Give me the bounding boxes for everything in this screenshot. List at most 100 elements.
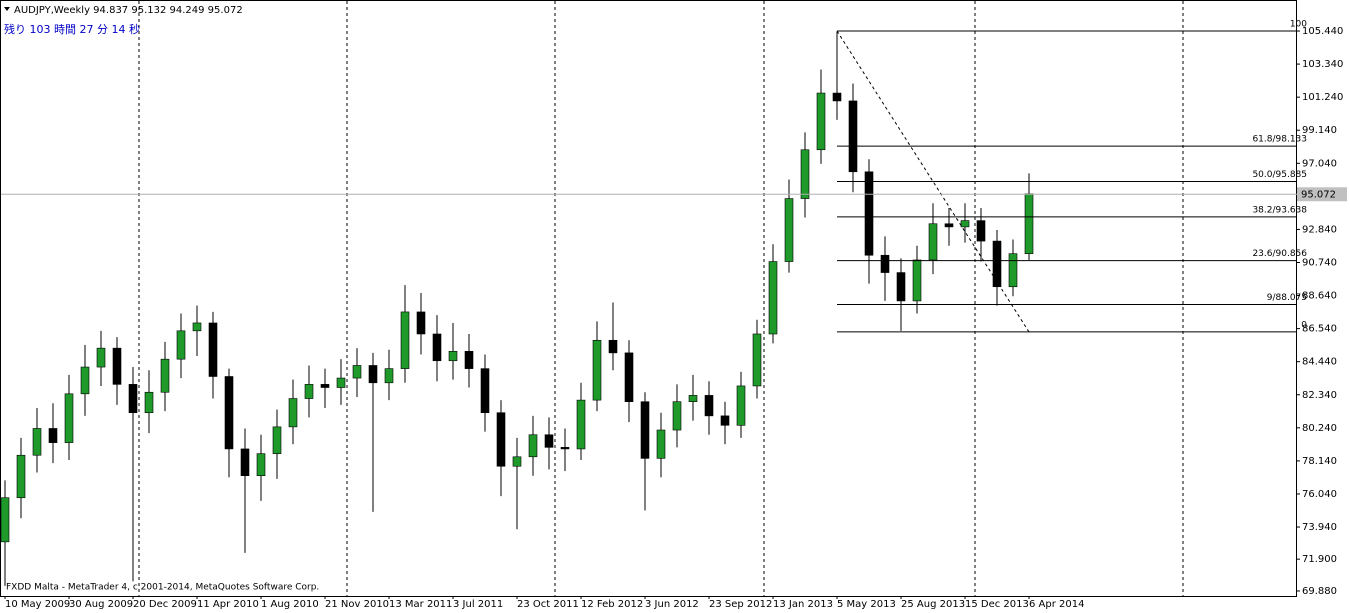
candle-body <box>512 456 522 467</box>
y-tick-label: 84.440 <box>1302 357 1337 368</box>
fibo-label: 50.0/95.885 <box>1252 170 1307 180</box>
x-tick-label: 10 May 2009 <box>5 599 70 610</box>
candle-body <box>960 220 970 228</box>
current-price-label: 95.072 <box>1301 189 1336 200</box>
x-tick-label: 12 Feb 2012 <box>581 599 643 610</box>
x-tick-label: 13 Mar 2011 <box>389 599 452 610</box>
chart-title: AUDJPY,Weekly 94.837 95.132 94.249 95.07… <box>14 5 243 16</box>
y-tick-label: 99.140 <box>1302 125 1337 136</box>
candle-body <box>752 333 762 387</box>
candle-body <box>832 92 842 102</box>
candle-body <box>64 393 74 443</box>
candle-body <box>880 254 890 273</box>
candle-body <box>816 92 826 151</box>
x-tick-label: 3 Jun 2012 <box>645 599 699 610</box>
candle-body <box>80 366 90 395</box>
x-tick-label: 23 Oct 2011 <box>517 599 579 610</box>
fibo-label: 9/88.075 <box>1267 293 1307 303</box>
candle-body <box>944 223 954 228</box>
x-tick-label: 21 Nov 2010 <box>325 599 389 610</box>
candle-body <box>720 415 730 426</box>
candle-body <box>400 311 410 369</box>
candle-body <box>464 351 474 369</box>
y-tick-label: 76.040 <box>1302 489 1337 500</box>
candle-body <box>416 311 426 335</box>
fibo-label: 23.6/90.856 <box>1252 249 1307 259</box>
footer: FXDD Malta - MetaTrader 4, c 2001-2014, … <box>6 583 319 593</box>
candle-body <box>1024 193 1034 254</box>
candle-body <box>992 240 1002 288</box>
candle-body <box>736 385 746 426</box>
candle-body <box>704 395 714 417</box>
x-tick-label: 5 May 2013 <box>837 599 896 610</box>
candle-body <box>976 220 986 242</box>
plot-frame <box>0 0 1297 597</box>
candle-body <box>384 368 394 384</box>
candle-body <box>864 171 874 256</box>
timer: 残り 103 時間 27 分 14 秒 <box>4 22 140 36</box>
y-tick-label: 101.240 <box>1302 92 1343 103</box>
y-tick-label: 90.740 <box>1302 257 1337 268</box>
candle-body <box>592 339 602 401</box>
y-tick-label: 71.900 <box>1302 554 1337 565</box>
x-tick-label: 25 Aug 2013 <box>901 599 965 610</box>
candle-body <box>192 322 202 332</box>
y-tick-label: 73.940 <box>1302 522 1337 533</box>
y-tick-label: 82.340 <box>1302 390 1337 401</box>
candle-body <box>608 339 618 354</box>
candle-body <box>928 223 938 261</box>
candle-body <box>336 377 346 388</box>
candle-body <box>656 429 666 459</box>
x-tick-label: 3 Jul 2011 <box>453 599 503 610</box>
y-tick-label: 80.240 <box>1302 423 1337 434</box>
candle-body <box>576 399 586 450</box>
menu-triangle[interactable] <box>4 7 10 11</box>
candle-body <box>784 198 794 262</box>
candle-body <box>688 395 698 402</box>
candle-body <box>224 376 234 450</box>
x-tick-label: 23 Sep 2012 <box>709 599 772 610</box>
x-tick-label: 6 Apr 2014 <box>1029 599 1084 610</box>
candle-body <box>560 447 570 450</box>
candle-body <box>896 272 906 302</box>
x-tick-label: 11 Apr 2010 <box>197 599 259 610</box>
y-tick-label: 105.440 <box>1302 26 1343 37</box>
candle-body <box>144 391 154 414</box>
candle-body <box>544 434 554 448</box>
candle-body <box>528 434 538 458</box>
candle-body <box>176 330 186 360</box>
fibo-label: 100 <box>1290 20 1307 30</box>
candle-body <box>0 497 10 543</box>
candle-body <box>160 358 170 393</box>
candle-body <box>912 259 922 302</box>
x-tick-label: 30 Aug 2009 <box>69 599 133 610</box>
candle-body <box>800 149 810 199</box>
candle-body <box>96 347 106 368</box>
fibo-label: 61.8/98.133 <box>1252 135 1307 145</box>
candle-body <box>16 454 26 499</box>
candle-body <box>1008 253 1018 288</box>
x-tick-label: 15 Dec 2013 <box>965 599 1029 610</box>
x-tick-label: 20 Dec 2009 <box>133 599 197 610</box>
candle-body <box>32 428 42 456</box>
candle-body <box>128 384 138 414</box>
candle-body <box>448 351 458 362</box>
current-price-box <box>1297 187 1347 202</box>
candle-body <box>640 401 650 459</box>
candle-body <box>624 352 634 402</box>
candle-body <box>480 368 490 414</box>
candle-body <box>240 448 250 476</box>
candle-body <box>352 365 362 379</box>
y-tick-label: 69.880 <box>1302 586 1337 597</box>
y-tick-label: 103.340 <box>1302 59 1343 70</box>
candle-body <box>272 426 282 454</box>
candle-body <box>432 333 442 362</box>
candle-body <box>672 401 682 431</box>
y-tick-label: 86.540 <box>1302 324 1337 335</box>
candle-body <box>48 428 58 443</box>
fibo-label: 0 <box>1301 320 1307 330</box>
x-tick-label: 1 Aug 2010 <box>261 599 319 610</box>
candle-body <box>208 322 218 377</box>
candle-body <box>112 347 122 385</box>
